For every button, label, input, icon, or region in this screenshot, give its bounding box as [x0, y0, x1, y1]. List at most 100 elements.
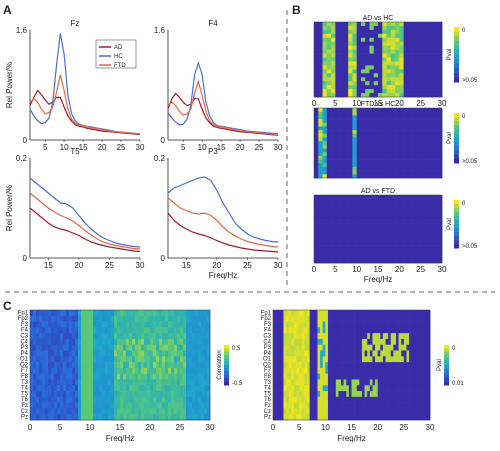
heatmap-cell — [429, 195, 434, 199]
heatmap-cell — [105, 379, 109, 386]
heatmap-cell — [99, 414, 103, 421]
heatmap-cell — [162, 315, 166, 322]
heatmap-cell — [403, 310, 407, 317]
heatmap-cell — [57, 402, 61, 409]
heatmap-cell — [201, 338, 205, 346]
heatmap-cell — [339, 53, 345, 58]
heatmap-cell — [424, 220, 430, 224]
heatmap-cell — [407, 170, 413, 175]
heatmap-cell — [373, 73, 379, 78]
heatmap-cell — [69, 338, 73, 346]
heatmap-cell — [343, 333, 347, 340]
heatmap-cell — [327, 373, 331, 380]
heatmap-cell — [369, 245, 375, 249]
heatmap-cell — [361, 367, 365, 374]
heatmap-cell — [388, 310, 392, 317]
heatmap-cell — [318, 119, 323, 124]
heatmap-cell — [335, 198, 340, 203]
heatmap-cell — [180, 350, 184, 357]
heatmap-cell — [433, 223, 439, 228]
heatmap-cell — [207, 315, 211, 322]
heatmap-cell — [339, 255, 345, 260]
heatmap-cell — [331, 152, 336, 157]
heatmap-cell — [369, 195, 375, 199]
heatmap-cell — [354, 396, 358, 403]
heatmap-cell — [433, 73, 439, 78]
heatmap-cell — [144, 338, 148, 346]
heatmap-cell — [414, 327, 418, 334]
heatmap-cell — [398, 402, 402, 409]
heatmap-cell — [81, 321, 85, 328]
heatmap-cell — [354, 402, 358, 409]
heatmap-cell — [326, 69, 332, 74]
heatmap-cell — [403, 216, 409, 221]
heatmap-cell — [416, 227, 421, 232]
heatmap-cell — [429, 65, 434, 70]
heatmap-cell — [291, 391, 295, 398]
heatmap-cell — [395, 230, 400, 235]
heatmap-cell — [382, 248, 387, 253]
heatmap-cell — [307, 310, 310, 317]
heatmap-cell — [354, 321, 358, 328]
heatmap-cell — [48, 408, 52, 415]
heatmap-cell — [186, 344, 190, 351]
heatmap-cell — [309, 362, 313, 369]
heatmap-cell — [307, 408, 310, 415]
heatmap-cell — [150, 373, 154, 380]
heatmap-cell — [57, 385, 61, 392]
colorbar-segment — [454, 154, 459, 160]
heatmap-cell — [326, 212, 332, 217]
heatmap-cell — [99, 350, 103, 357]
heatmap-cell — [390, 245, 396, 249]
heatmap-cell — [420, 85, 426, 90]
heatmap-cell — [183, 367, 187, 374]
heatmap-cell — [66, 408, 70, 415]
heatmap-cell — [373, 195, 379, 199]
heatmap-cell — [291, 338, 295, 346]
heatmap-cell — [369, 310, 373, 317]
heatmap-cell — [416, 362, 420, 369]
heatmap-cell — [162, 402, 166, 409]
heatmap-cell — [373, 57, 379, 62]
heatmap-cell — [331, 248, 336, 253]
heatmap-cell — [317, 373, 321, 380]
heatmap-cell — [60, 379, 64, 386]
heatmap-cell — [420, 89, 426, 94]
heatmap-cell — [96, 391, 100, 398]
heatmap-cell — [382, 77, 387, 82]
heatmap-cell — [331, 45, 336, 50]
heatmap-cell — [45, 310, 49, 317]
heatmap-cell — [373, 230, 379, 235]
heatmap-cell — [416, 148, 421, 153]
heatmap-cell — [339, 111, 345, 116]
heatmap-cell — [201, 321, 205, 328]
heatmap-cell — [382, 166, 387, 171]
heatmap-cell — [393, 396, 397, 403]
heatmap-cell — [335, 362, 339, 369]
heatmap-cell — [360, 111, 366, 116]
heatmap-cell — [301, 310, 305, 317]
x-tick-label: 5 — [333, 99, 338, 108]
series-line-ad — [167, 212, 279, 253]
heatmap-cell — [120, 338, 124, 346]
heatmap-cell — [156, 414, 160, 421]
heatmap-cell — [385, 373, 389, 380]
heatmap-cell — [333, 408, 337, 415]
heatmap-cell — [356, 408, 360, 415]
heatmap-cell — [39, 385, 43, 392]
heatmap-cell — [135, 333, 139, 340]
heatmap-cell — [348, 115, 353, 120]
heatmap-cell — [420, 57, 426, 62]
heatmap-cell — [36, 402, 40, 409]
heatmap-cell — [429, 57, 434, 62]
heatmap-cell — [93, 385, 97, 392]
heatmap-cell — [341, 373, 344, 380]
heatmap-cell — [90, 321, 94, 328]
heatmap-cell — [171, 338, 175, 346]
heatmap-cell — [360, 133, 366, 138]
heatmap-cell — [335, 379, 339, 386]
heatmap-cell — [120, 344, 124, 351]
heatmap-cell — [327, 379, 331, 386]
heatmap-cell — [273, 356, 276, 363]
heatmap-cell — [171, 344, 175, 351]
